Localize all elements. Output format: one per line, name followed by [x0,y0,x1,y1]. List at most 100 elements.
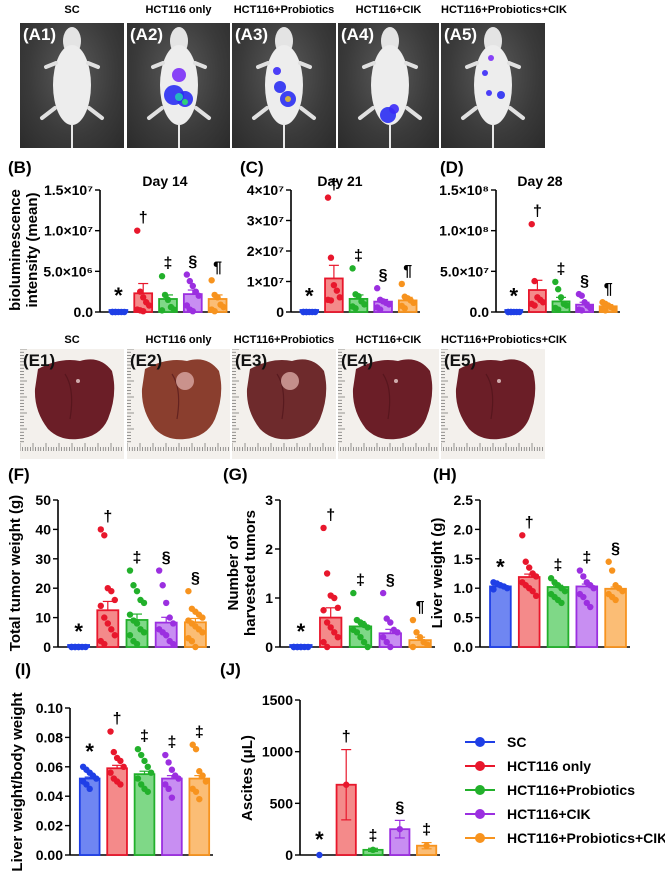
significance-mark: † [113,711,122,728]
panel-letter: (D) [440,158,464,177]
data-point [163,632,170,639]
panel-title: HCT116+Probiotics [233,4,335,16]
data-point [529,587,536,595]
legend-marker-icon [465,784,495,796]
significance-mark: * [74,619,83,644]
panel-letter: (C) [240,158,264,177]
liver-image-svg [232,349,334,451]
y-tick-label: 1 [265,590,273,606]
data-point [121,308,128,316]
y-tick-label: 2×10⁷ [247,243,285,259]
data-point [385,301,393,308]
data-point [352,305,359,312]
y-tick-label: 1.0×10⁷ [44,223,93,239]
y-axis-label: intensity (mean) [24,192,41,307]
liver-photo: (E3) [232,349,336,459]
data-point [587,304,594,312]
data-point [158,307,166,314]
mouse-image-svg [40,27,104,148]
significance-mark: ‡ [369,827,378,844]
data-point [531,277,538,285]
data-point [126,611,134,618]
data-point [528,220,535,228]
data-point [133,587,141,595]
significance-mark: § [162,550,171,567]
legend-marker-icon [465,808,495,820]
data-point [108,626,115,633]
data-point [364,643,371,651]
panel-label: (E1) [23,351,56,370]
y-tick-label: 1×10⁷ [247,274,285,290]
data-point [316,851,323,859]
data-point [162,781,169,788]
data-point [504,585,511,592]
chart-day21-bioluminescence: (C) Day 21 0 1×10⁷ 2×10⁷ 3×10⁷ 4×10⁷ * † ‡ § ¶ [220,150,440,330]
data-point [104,620,112,627]
chart-svg: 0 1 2 3 Number of harvested tumors * † ‡ § ¶ [225,492,435,655]
y-tick-label: 4×10⁷ [247,182,285,198]
data-point [334,604,342,611]
chart-svg: Day 28 0.0 5.0×10⁷ 1.0×10⁸ 1.5×10⁸ * † ‡ § ¶ [439,173,620,320]
y-tick-label: 0.0 [470,304,490,320]
y-tick-label: 0.06 [36,759,63,775]
data-point [320,607,327,614]
mouse-image-svg [358,27,422,148]
data-point [554,306,562,313]
data-point [208,277,215,284]
data-point [140,599,148,607]
data-point [107,769,114,776]
chart-ascites: (J) 0 500 1000 1500 Ascites (μL) * † ‡ § ‡ [220,655,440,882]
significance-mark: § [386,572,395,589]
mouse-bioluminescence-image: (A5) [441,23,545,148]
data-point [364,624,371,631]
data-point [532,573,540,580]
mouse-bioluminescence-image: (A2) [127,23,230,148]
data-point [532,592,540,600]
y-tick-label: 0 [265,639,273,655]
panel-label: (A1) [23,25,57,44]
data-point [117,781,124,788]
legend-item-hct116-probiotics: HCT116+Probiotics [465,778,665,802]
significance-mark: § [379,267,388,284]
y-tick-label: 3×10⁷ [247,213,285,229]
significance-mark: ‡ [133,550,142,567]
data-point [369,846,377,854]
data-point [336,294,344,301]
liver-image-svg [20,349,122,451]
data-point [320,524,327,532]
legend-item-sc: SC [465,730,665,754]
panel-label: (E5) [444,351,477,370]
data-point [602,307,609,314]
chart-svg: 0.0 0.5 1.0 1.5 2.0 2.5 Liver weight (g) * † ‡ ‡ § [429,492,630,655]
y-tick-label: 0.5 [454,610,474,626]
significance-mark: † [342,729,351,746]
significance-mark: * [315,827,324,852]
significance-mark: † [139,210,148,227]
significance-mark: ¶ [604,281,613,298]
data-point [490,586,497,593]
bar-0 [489,585,512,648]
chart-harvested-tumors: (G) 0 1 2 3 Number of harvested tumors * † ‡ § ¶ [220,460,440,660]
panel-title: SC [64,4,80,16]
data-point [120,763,127,770]
data-point [82,643,89,651]
mouse-image-svg [252,27,316,148]
data-point [101,614,108,621]
data-point [162,751,169,759]
panel-letter: (H) [433,465,457,484]
y-tick-label: 1.5×10⁸ [439,182,489,198]
panel-letter: (F) [8,465,30,484]
y-tick-label: 1500 [262,692,293,708]
data-point [561,587,569,595]
y-axis-label: bioluminescence [7,189,24,311]
data-point [97,526,104,533]
data-point [519,532,526,539]
data-point [612,596,619,604]
data-point [304,643,312,651]
data-point [323,619,331,626]
data-point [138,751,145,759]
significance-mark: ‡ [164,255,173,272]
data-point [83,781,90,788]
data-point [334,634,342,641]
panel-title: SC [64,334,80,346]
